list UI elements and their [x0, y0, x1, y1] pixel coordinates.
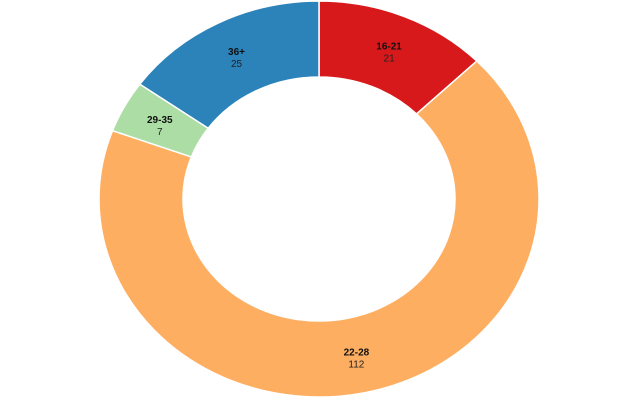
segment-label-16-21: 16-21 21 [376, 42, 402, 65]
donut-segment-22-28[interactable] [98, 60, 540, 398]
segment-label-range: 36+ [228, 47, 245, 58]
segment-label-range: 29-35 [147, 115, 173, 126]
segment-label-range: 22-28 [344, 348, 370, 359]
segment-label-36: 36+ 25 [228, 47, 245, 70]
segment-label-count: 7 [157, 127, 163, 138]
segment-label-29-35: 29-35 7 [147, 115, 173, 138]
segment-label-count: 112 [348, 360, 364, 371]
segment-label-range: 16-21 [376, 42, 402, 53]
segment-label-22-28: 22-28 112 [344, 348, 370, 371]
donut-segment-36[interactable] [139, 0, 320, 129]
segment-label-count: 25 [231, 59, 243, 70]
segment-label-count: 21 [384, 54, 396, 65]
